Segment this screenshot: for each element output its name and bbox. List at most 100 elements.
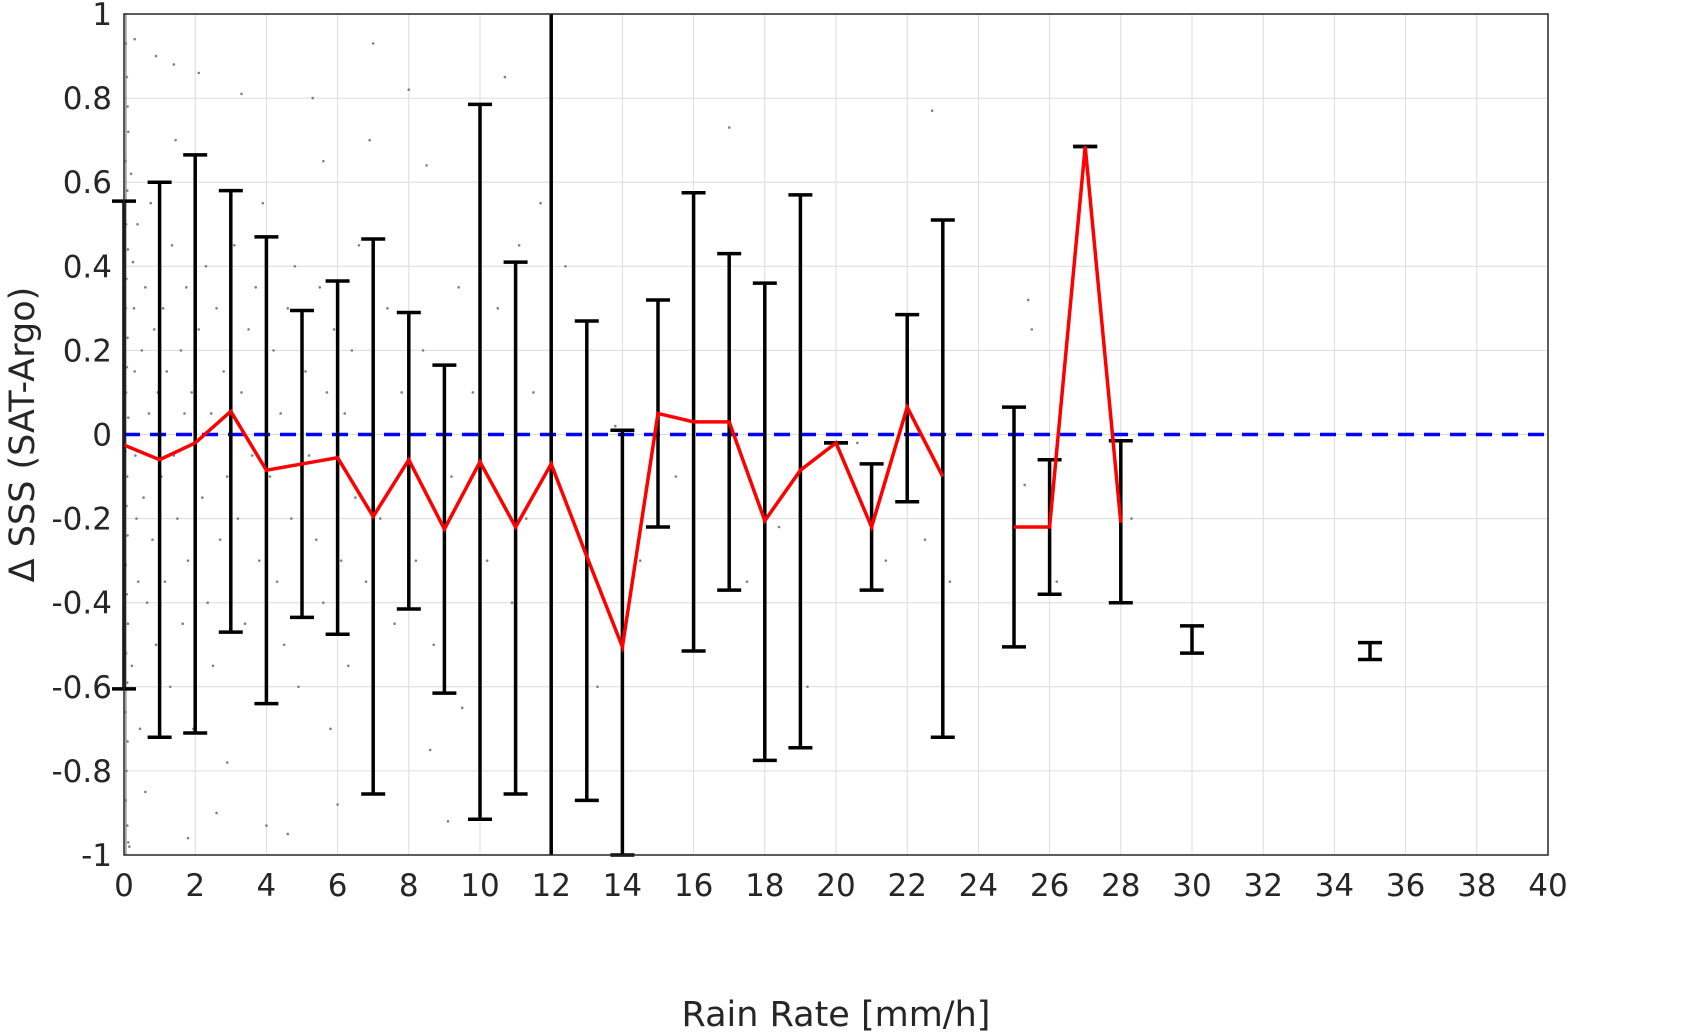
scatter-point <box>432 643 436 647</box>
scatter-point <box>186 559 190 562</box>
scatter-point <box>131 260 135 264</box>
scatter-point <box>371 42 375 45</box>
scatter-point <box>293 265 297 268</box>
scatter-point <box>354 496 357 499</box>
scatter-point <box>126 130 130 134</box>
error-bar <box>1358 640 1382 662</box>
x-tick-label: 8 <box>399 868 419 904</box>
y-tick-label: -1 <box>81 838 112 874</box>
scatter-point <box>136 222 139 226</box>
scatter-point <box>282 643 286 647</box>
scatter-point <box>923 538 927 541</box>
scatter-point <box>154 54 158 58</box>
scatter-point <box>126 534 129 537</box>
scatter-point <box>322 601 325 604</box>
scatter-point <box>222 370 225 373</box>
scatter-point <box>185 286 188 289</box>
y-axis-label: Δ SSS (SAT-Argo) <box>3 287 43 583</box>
scatter-point <box>357 243 361 247</box>
x-tick-label: 26 <box>1030 868 1069 904</box>
scatter-point <box>206 601 209 604</box>
scatter-point <box>457 286 460 289</box>
scatter-point <box>197 328 201 331</box>
mean-line-segment <box>1014 146 1123 529</box>
scatter-point <box>414 559 418 562</box>
scatter-point <box>336 803 339 806</box>
scatter-point <box>233 243 236 247</box>
x-tick-label: 18 <box>745 868 784 904</box>
scatter-point <box>197 71 201 75</box>
scatter-point <box>133 37 136 41</box>
scatter-point <box>286 307 290 310</box>
scatter-point <box>147 412 151 415</box>
error-bar <box>1180 624 1204 655</box>
scatter-point <box>126 841 130 844</box>
x-tick-label: 10 <box>460 868 499 904</box>
x-tick-label: 40 <box>1528 868 1567 904</box>
x-tick-label: 0 <box>114 868 134 904</box>
scatter-point <box>517 243 521 247</box>
scatter-point <box>261 201 265 205</box>
scatter-point <box>204 265 208 268</box>
x-tick-label: 30 <box>1172 868 1211 904</box>
scatter-point <box>339 559 343 562</box>
scatter-point <box>165 370 169 373</box>
scatter-point <box>471 391 475 394</box>
scatter-point <box>386 307 389 310</box>
scatter-point <box>126 740 129 743</box>
scatter-point <box>446 820 450 823</box>
scatter-point <box>209 412 213 415</box>
scatter-point <box>126 622 130 626</box>
scatter-point <box>134 454 137 457</box>
scatter-point <box>135 517 138 520</box>
scatter-point <box>856 441 859 445</box>
scatter-point <box>149 201 152 205</box>
scatter-point <box>425 164 428 167</box>
scatter-point <box>727 126 731 129</box>
scatter-point <box>250 454 254 457</box>
scatter-point <box>421 349 425 352</box>
scatter-point <box>311 96 314 100</box>
scatter-point <box>225 761 229 764</box>
scatter-point <box>532 391 535 394</box>
scatter-point <box>948 580 952 583</box>
scatter-point <box>126 248 130 251</box>
scatter-point <box>126 336 129 340</box>
scatter-point <box>304 370 307 373</box>
scatter-point <box>343 412 347 415</box>
x-tick-label: 12 <box>531 868 570 904</box>
scatter-point <box>243 622 247 626</box>
scatter-point <box>218 538 222 541</box>
scatter-point <box>638 559 642 562</box>
scatter-point <box>133 370 136 373</box>
scatter-point <box>318 286 322 289</box>
y-tick-label: 1 <box>92 0 112 33</box>
scatter-point <box>286 832 290 836</box>
y-tick-label: -0.6 <box>52 670 113 706</box>
scatter-point <box>1055 580 1059 583</box>
scatter-point <box>485 559 489 562</box>
scatter-point <box>329 727 332 731</box>
scatter-point <box>190 391 193 394</box>
scatter-point <box>240 92 243 96</box>
scatter-point <box>884 559 888 562</box>
scatter-point <box>172 63 176 66</box>
x-tick-label: 34 <box>1315 868 1354 904</box>
scatter-point <box>225 475 229 478</box>
y-tick-label: 0.4 <box>63 249 112 285</box>
scatter-point <box>806 685 809 689</box>
x-tick-labels: 0 2 4 6 8 10 12 14 16 18 20 22 24 26 28 30 32 34 36 38 40 <box>114 868 1568 904</box>
scatter-point <box>265 824 268 827</box>
scatter-point <box>346 664 350 668</box>
scatter-point <box>247 328 250 331</box>
scatter-point <box>510 601 514 604</box>
scatter-point <box>393 622 396 626</box>
scatter-point <box>275 580 279 583</box>
scatter-point <box>215 811 218 815</box>
scatter-point <box>144 286 147 289</box>
x-tick-label: 4 <box>257 868 277 904</box>
scatter-point <box>144 790 147 794</box>
scatter-point <box>211 664 215 668</box>
scatter-point <box>503 75 507 79</box>
